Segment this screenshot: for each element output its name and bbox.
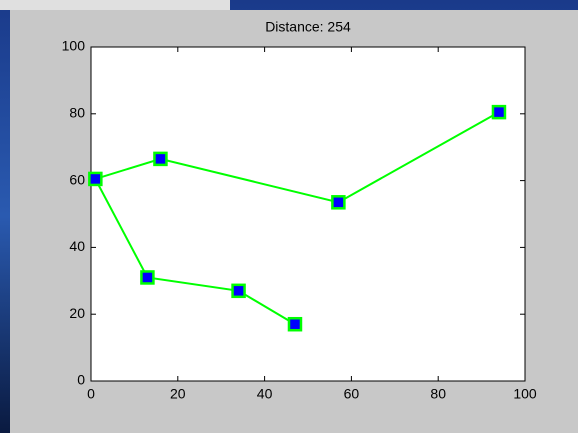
point-marker <box>141 271 153 283</box>
axes-box <box>91 47 525 381</box>
window-strip <box>0 0 230 10</box>
x-tick-label: 80 <box>430 386 446 402</box>
chart: Distance: 254 0 20 40 60 80 100 0 20 40 60 80 100 <box>0 0 578 433</box>
point-marker <box>154 153 166 165</box>
point-marker <box>289 318 301 330</box>
chart-title: Distance: 254 <box>265 19 351 35</box>
point-marker <box>493 106 505 118</box>
y-tick-label: 60 <box>69 171 85 187</box>
x-tick-label: 100 <box>513 386 537 402</box>
x-tick-label: 20 <box>170 386 186 402</box>
point-marker <box>332 196 344 208</box>
y-tick-label: 20 <box>69 305 85 321</box>
y-tick-label: 80 <box>69 105 85 121</box>
x-tick-label: 0 <box>87 386 95 402</box>
point-marker <box>233 285 245 297</box>
x-tick-label: 40 <box>257 386 273 402</box>
y-tick-label: 0 <box>77 372 85 388</box>
x-tick-label: 60 <box>344 386 360 402</box>
y-tick-label: 40 <box>69 238 85 254</box>
y-tick-label: 100 <box>62 38 86 54</box>
point-marker <box>89 173 101 185</box>
